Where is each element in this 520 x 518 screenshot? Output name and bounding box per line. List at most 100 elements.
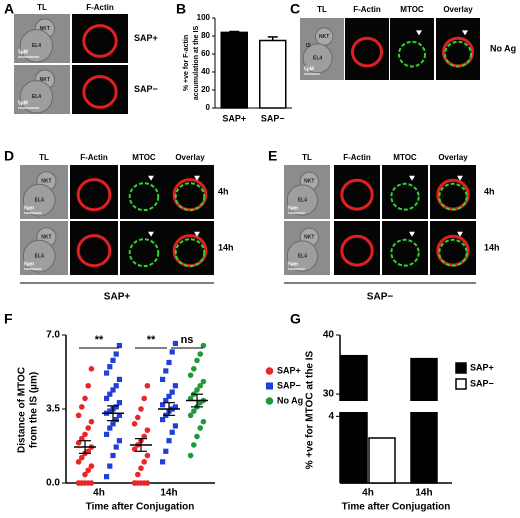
point (116, 438, 122, 444)
point (88, 418, 95, 425)
point (138, 465, 144, 472)
bar (368, 437, 396, 484)
cell (19, 29, 54, 63)
x-tick-label: 4h (93, 488, 105, 499)
point (166, 359, 172, 366)
point (169, 429, 175, 435)
point (191, 366, 197, 372)
y-axis-title: Distance of MTOC (17, 367, 28, 453)
scale-label: 5µM (18, 49, 28, 55)
point (79, 404, 85, 410)
point (107, 425, 113, 431)
y-tick-label: 20 (201, 85, 210, 94)
row-label: 4h (484, 186, 495, 196)
scale-label: 5µM (18, 100, 28, 106)
y-tick-label: 0 (206, 103, 211, 112)
microtubules (443, 40, 473, 68)
point (197, 351, 203, 357)
point (200, 418, 207, 425)
actin-ring (340, 178, 374, 211)
point (141, 433, 147, 440)
x-axis-title: Time after Conjugation (86, 502, 195, 513)
row-label: SAP+ (134, 33, 158, 43)
mtoc-arrow (194, 175, 200, 181)
point (79, 480, 85, 486)
row-label: 14h (218, 242, 234, 252)
mtoc-arrow (457, 175, 463, 181)
point (172, 340, 178, 347)
point (85, 467, 91, 474)
actin-ring (82, 24, 118, 58)
panel-letter: F (4, 311, 13, 327)
bar (410, 357, 438, 484)
panel-letter: D (4, 148, 14, 164)
actin-ring (76, 234, 112, 268)
micrograph (382, 165, 428, 219)
point (200, 378, 207, 385)
y-axis-title: % +ve for MTOC at the IS (305, 350, 316, 469)
cell (286, 240, 319, 272)
point (187, 372, 194, 378)
column-header: MTOC (393, 153, 417, 162)
cell-label: NKT (304, 179, 314, 185)
point (163, 368, 169, 374)
point (88, 366, 95, 372)
column-header: TL (302, 153, 312, 162)
point (169, 389, 175, 395)
scale-label: 5µm (24, 261, 35, 267)
cell-label: EL4 (298, 253, 307, 259)
significance-label: ** (147, 334, 156, 346)
mtoc-arrow (148, 175, 154, 181)
microtubules (390, 182, 420, 211)
point (113, 383, 119, 389)
actin-ring (350, 36, 384, 68)
point (88, 480, 95, 486)
x-tick-label: 14h (415, 488, 432, 499)
point (104, 395, 110, 402)
cell-label: NKT (304, 235, 314, 241)
point (110, 387, 116, 393)
microtubules (128, 182, 160, 212)
bar (220, 31, 248, 109)
legend-label: No Ag (277, 395, 303, 405)
point (191, 442, 197, 448)
row-label: 4h (218, 186, 229, 196)
point (85, 425, 91, 431)
point (144, 480, 151, 486)
y-tick-label: 4 (328, 411, 334, 422)
y-axis-title: % +ve for F-actin (183, 35, 190, 91)
point (187, 452, 194, 459)
point (135, 414, 141, 421)
point (113, 351, 119, 357)
legend-marker (265, 397, 274, 405)
y-tick-label: 80 (201, 31, 210, 40)
cell-label: EL4 (32, 43, 41, 49)
significance-label: ns (181, 334, 194, 346)
point (131, 480, 138, 486)
cell-label: NKT (40, 77, 50, 83)
significance-label: ** (95, 334, 104, 346)
mtoc-arrow (409, 231, 415, 237)
point (116, 412, 122, 418)
legend-marker (455, 362, 467, 374)
legend-label: SAP− (277, 380, 301, 390)
y-tick-label: 3.5 (46, 404, 60, 415)
point (172, 383, 178, 389)
panel-letter: C (290, 1, 300, 17)
x-tick-label: SAP+ (222, 113, 246, 123)
point (82, 431, 88, 438)
cell-label: EL4 (35, 253, 44, 259)
micrograph (382, 221, 428, 275)
y-axis-title: accumulation at the IS (193, 26, 200, 101)
cell-label: NKT (41, 179, 51, 185)
point (141, 459, 147, 465)
y-tick-label: 60 (201, 49, 210, 58)
column-header: TL (37, 3, 47, 12)
point (144, 427, 151, 433)
cell-label: EL4 (298, 197, 307, 203)
row-label: SAP− (134, 84, 158, 94)
bar (259, 39, 287, 109)
point (113, 416, 119, 423)
actin-ring (340, 234, 374, 267)
cell (286, 184, 319, 216)
